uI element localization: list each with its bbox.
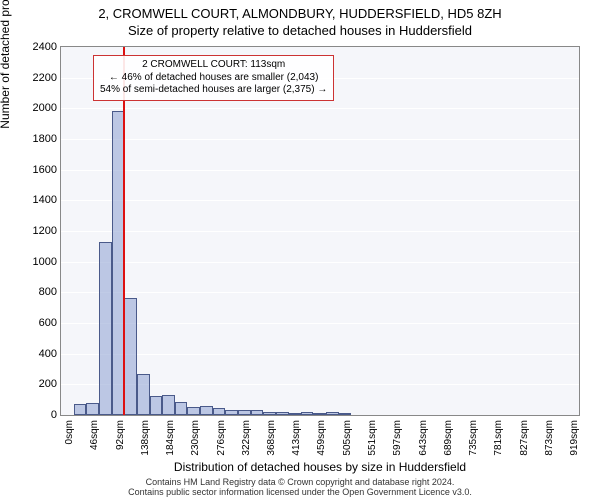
gridline (61, 354, 579, 355)
histogram-bar (238, 410, 251, 415)
histogram-bar (200, 406, 213, 415)
marker-line (123, 47, 125, 415)
x-tick-label: 368sqm (266, 420, 277, 456)
histogram-bar (301, 412, 314, 415)
histogram-bar (124, 298, 137, 415)
x-tick-label: 322sqm (241, 420, 252, 456)
y-tick-label: 0 (17, 409, 57, 421)
gridline (61, 108, 579, 109)
y-tick-label: 1400 (17, 194, 57, 206)
annotation-line-1: 2 CROMWELL COURT: 113sqm (100, 59, 327, 72)
x-tick-label: 138sqm (140, 420, 151, 456)
gridline (61, 323, 579, 324)
y-tick-label: 1000 (17, 256, 57, 268)
gridline (61, 139, 579, 140)
histogram-bar (86, 403, 99, 415)
x-tick-label: 873sqm (544, 420, 555, 456)
x-tick-label: 46sqm (89, 420, 100, 450)
x-tick-label: 505sqm (342, 420, 353, 456)
histogram-bar (276, 412, 289, 415)
histogram-bar (251, 410, 264, 415)
gridline (61, 292, 579, 293)
y-tick-label: 200 (17, 378, 57, 390)
gridline (61, 262, 579, 263)
y-tick-label: 1600 (17, 164, 57, 176)
chart-container: 2, CROMWELL COURT, ALMONDBURY, HUDDERSFI… (0, 0, 600, 500)
histogram-bar (288, 413, 301, 415)
title-line-1: 2, CROMWELL COURT, ALMONDBURY, HUDDERSFI… (0, 6, 600, 21)
chart-title: 2, CROMWELL COURT, ALMONDBURY, HUDDERSFI… (0, 6, 600, 38)
y-axis-label: Number of detached properties (0, 0, 12, 231)
histogram-bar (150, 396, 163, 415)
x-tick-label: 597sqm (392, 420, 403, 456)
y-tick-label: 1800 (17, 133, 57, 145)
x-tick-label: 184sqm (165, 420, 176, 456)
histogram-bar (187, 407, 200, 415)
x-tick-label: 0sqm (64, 420, 75, 444)
gridline (61, 231, 579, 232)
footer-line-1: Contains HM Land Registry data © Crown c… (146, 477, 455, 487)
y-tick-label: 2000 (17, 102, 57, 114)
y-tick-label: 800 (17, 286, 57, 298)
histogram-bar (326, 412, 339, 415)
y-tick-label: 2400 (17, 41, 57, 53)
x-axis-label: Distribution of detached houses by size … (60, 460, 580, 474)
annotation-line-3: 54% of semi-detached houses are larger (… (100, 84, 327, 97)
x-tick-label: 551sqm (367, 420, 378, 456)
x-tick-label: 413sqm (291, 420, 302, 456)
histogram-bar (74, 404, 87, 416)
x-tick-label: 92sqm (115, 420, 126, 450)
gridline (61, 200, 579, 201)
y-tick-label: 1200 (17, 225, 57, 237)
histogram-bar (175, 402, 188, 415)
y-tick-label: 400 (17, 348, 57, 360)
gridline (61, 170, 579, 171)
x-tick-label: 459sqm (316, 420, 327, 456)
title-line-2: Size of property relative to detached ho… (0, 23, 600, 38)
histogram-bar (225, 410, 238, 415)
x-tick-label: 781sqm (493, 420, 504, 456)
histogram-bar (339, 413, 352, 415)
x-tick-label: 689sqm (443, 420, 454, 456)
footer-attribution: Contains HM Land Registry data © Crown c… (0, 478, 600, 498)
y-tick-label: 600 (17, 317, 57, 329)
histogram-bar (313, 413, 326, 415)
histogram-bar (162, 395, 175, 415)
histogram-bar (263, 412, 276, 415)
plot-area: 2 CROMWELL COURT: 113sqm← 46% of detache… (60, 46, 580, 416)
x-tick-label: 827sqm (519, 420, 530, 456)
x-tick-label: 276sqm (216, 420, 227, 456)
annotation-box: 2 CROMWELL COURT: 113sqm← 46% of detache… (93, 55, 334, 101)
x-tick-label: 919sqm (569, 420, 580, 456)
x-tick-label: 230sqm (190, 420, 201, 456)
x-tick-label: 643sqm (418, 420, 429, 456)
footer-line-2: Contains public sector information licen… (128, 487, 472, 497)
annotation-line-2: ← 46% of detached houses are smaller (2,… (100, 72, 327, 85)
histogram-bar (99, 242, 112, 415)
histogram-bar (213, 408, 226, 415)
histogram-bar (137, 374, 150, 415)
x-tick-label: 735sqm (468, 420, 479, 456)
y-tick-label: 2200 (17, 72, 57, 84)
